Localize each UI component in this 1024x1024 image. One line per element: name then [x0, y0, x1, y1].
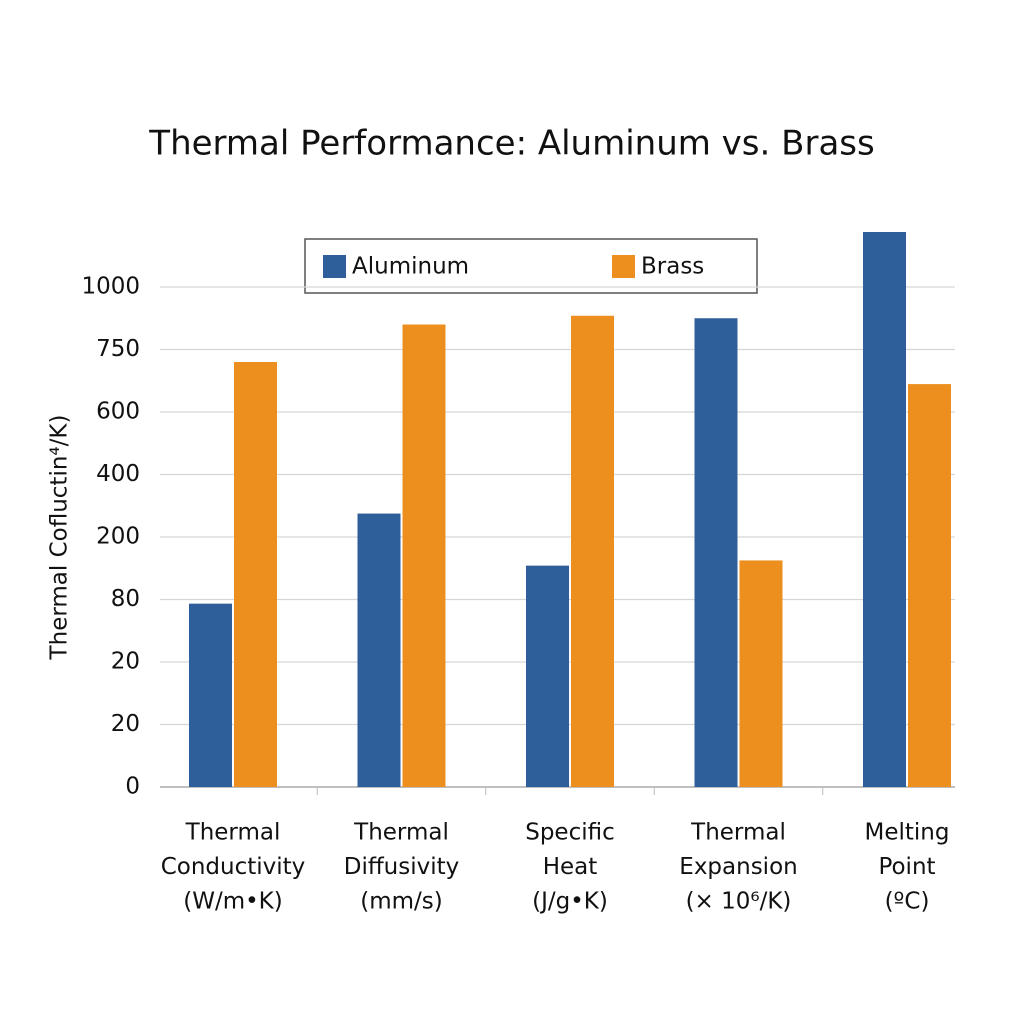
legend-swatch: [612, 255, 635, 278]
bar: [694, 318, 738, 787]
x-tick-label: Specific: [525, 820, 615, 846]
y-tick-label: 80: [111, 586, 140, 612]
y-tick-label: 600: [96, 399, 140, 425]
bar: [402, 324, 446, 787]
x-tick-label: Melting: [865, 820, 950, 846]
legend-box: [304, 238, 758, 294]
bar: [739, 560, 783, 787]
x-tick-label: (J/g•K): [532, 889, 608, 915]
legend-label: Aluminum: [352, 254, 469, 280]
x-tick-label: Thermal: [353, 820, 449, 846]
x-tick-label: Expansion: [679, 854, 797, 880]
legend-label: Brass: [641, 254, 704, 280]
y-axis-label: Thermal Cofluctin⁴/K): [47, 415, 73, 661]
bar: [526, 565, 569, 787]
x-tick-label: Heat: [543, 854, 598, 880]
bar: [908, 384, 951, 787]
y-tick-label: 20: [111, 649, 140, 675]
y-tick-label: 400: [96, 461, 140, 487]
bar: [571, 315, 614, 787]
legend-swatch: [323, 255, 346, 278]
x-tick-label: Thermal: [185, 820, 281, 846]
chart-title: Thermal Performance: Aluminum vs. Brass: [148, 124, 874, 164]
bar: [357, 513, 401, 787]
x-tick-label: Diffusivity: [344, 854, 460, 880]
x-tick-label: Point: [878, 854, 935, 880]
y-tick-label: 750: [96, 336, 140, 362]
y-tick-label: 200: [96, 524, 140, 550]
x-tick-label: (ºC): [885, 889, 930, 915]
y-tick-label: 1000: [81, 274, 140, 300]
x-tick-label: Conductivity: [161, 854, 306, 880]
x-tick-label: (× 10⁶/K): [686, 889, 792, 915]
y-tick-label: 20: [111, 711, 140, 737]
bar: [234, 362, 277, 787]
x-tick-label: Thermal: [690, 820, 786, 846]
y-tick-label: 0: [125, 774, 140, 800]
bar: [189, 603, 232, 787]
x-tick-label: (mm/s): [360, 889, 443, 915]
bar: [863, 232, 906, 787]
x-tick-label: (W/m•K): [183, 889, 283, 915]
